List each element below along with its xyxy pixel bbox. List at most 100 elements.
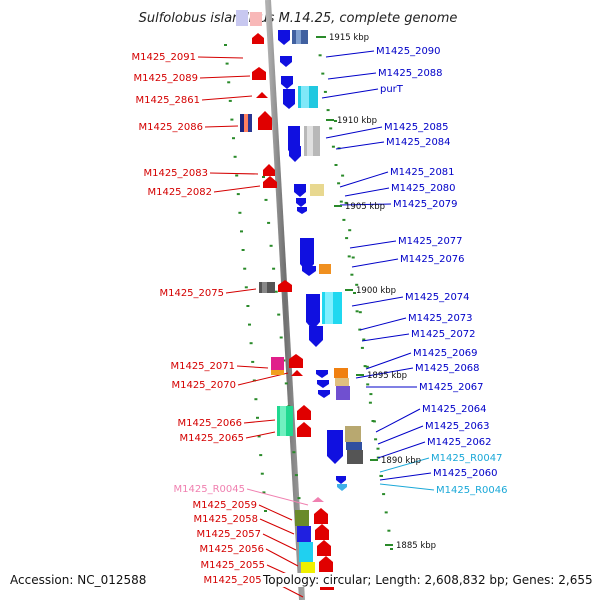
gene-label[interactable]: M1425_2055	[200, 560, 265, 571]
gene-label[interactable]: M1425_2056	[199, 544, 264, 555]
scale-dot	[225, 62, 229, 65]
scale-dot	[334, 120, 337, 122]
scale-dot	[259, 454, 263, 457]
gene-arrow	[278, 280, 292, 292]
gene-label[interactable]: purT	[380, 84, 404, 95]
gene-label[interactable]: M1425_2083	[143, 168, 208, 179]
scale-dot	[329, 127, 333, 130]
gene-block	[334, 368, 348, 378]
gene-block	[236, 10, 248, 26]
gene-arrow	[297, 207, 307, 214]
gene-label[interactable]: M1425_R0047	[431, 453, 502, 464]
gene-block	[299, 542, 313, 562]
gene-label[interactable]: M1425_2065	[179, 433, 244, 444]
scale-dot	[344, 201, 348, 204]
gene-label[interactable]: M1425_2077	[398, 236, 463, 247]
gene-label[interactable]: M1425_R0046	[436, 485, 507, 496]
gene-label[interactable]: M1425_2089	[133, 73, 198, 84]
topology-text: Topology: circular; Length: 2,608,832 bp…	[262, 573, 594, 587]
gene-label[interactable]: M1425_2075	[159, 288, 224, 299]
gene-arrow	[278, 30, 290, 45]
gene-block	[244, 114, 248, 132]
label-leader	[379, 472, 432, 481]
scale-dot	[235, 174, 239, 177]
gene-label[interactable]: M1425_2088	[378, 68, 443, 79]
scale-dot	[238, 211, 242, 214]
scale-dot	[355, 310, 359, 313]
gene-label[interactable]: M1425_2074	[405, 292, 470, 303]
gene-label[interactable]: M1425_2054	[203, 575, 268, 586]
label-leaders	[197, 50, 435, 598]
gene-label[interactable]: M1425_2085	[384, 122, 449, 133]
gene-label[interactable]: M1425_2076	[400, 254, 465, 265]
gene-arrow	[309, 326, 323, 347]
gene-block	[301, 86, 309, 108]
gene-arrow	[297, 405, 311, 420]
gene-label[interactable]: M1425_2062	[427, 437, 492, 448]
label-leader	[204, 125, 239, 128]
gene-block	[325, 292, 333, 324]
scale-dot	[260, 472, 264, 475]
scale-dot	[380, 475, 383, 477]
gene-label[interactable]: M1425_2091	[131, 52, 196, 63]
gene-label[interactable]: M1425_2060	[433, 468, 498, 479]
scale-dot	[243, 267, 247, 270]
gene-features	[236, 10, 363, 590]
scale-dot	[347, 255, 351, 258]
gene-block	[271, 370, 284, 375]
gene-arrow	[317, 540, 331, 556]
gene-label[interactable]: M1425_2067	[419, 382, 484, 393]
label-leader	[259, 518, 295, 535]
gene-label[interactable]: M1425_R0045	[174, 484, 245, 495]
gene-label[interactable]: M1425_2081	[390, 167, 455, 178]
gene-label[interactable]: M1425_2069	[413, 348, 478, 359]
gene-label[interactable]: M1425_2070	[171, 380, 236, 391]
gene-arrow	[297, 422, 311, 437]
gene-label[interactable]: M1425_2068	[415, 363, 480, 374]
gene-block	[310, 184, 324, 196]
scale-tick-label: 1890 kbp	[381, 456, 421, 466]
gene-label[interactable]: M1425_2082	[147, 187, 212, 198]
gene-label[interactable]: M1425_2064	[422, 404, 487, 415]
gene-label[interactable]: M1425_2057	[196, 529, 261, 540]
gene-label[interactable]: M1425_2071	[170, 361, 235, 372]
scale-dot	[331, 145, 335, 148]
scale-dot	[368, 401, 372, 404]
gene-label[interactable]: M1425_2072	[411, 329, 476, 340]
gene-label[interactable]: M1425_2080	[391, 183, 456, 194]
scale-tick-label: 1905 kbp	[345, 202, 385, 212]
scale-dot	[269, 244, 273, 247]
scale-dot	[249, 342, 253, 345]
gene-block	[345, 426, 361, 442]
scale-dot	[316, 36, 319, 38]
gene-label[interactable]: M1425_2063	[425, 421, 490, 432]
gene-label[interactable]: M1425_2058	[193, 514, 258, 525]
scale-dot	[227, 81, 231, 84]
gene-label[interactable]: M1425_2086	[138, 122, 203, 133]
gene-arrow	[256, 92, 268, 98]
gene-label[interactable]: M1425_2073	[408, 313, 473, 324]
scale-dot	[228, 99, 232, 102]
scale-dot	[376, 447, 380, 450]
scale-dot	[232, 137, 235, 140]
gene-arrow	[291, 370, 303, 376]
gene-label[interactable]: M1425_2059	[192, 500, 257, 511]
gene-label[interactable]: M1425_2079	[393, 199, 458, 210]
label-leader	[375, 408, 421, 433]
gene-arrow	[336, 476, 346, 484]
label-leader	[355, 367, 414, 379]
accession-text: Accession: NC_012588	[9, 573, 148, 587]
gene-label[interactable]: M1425_2066	[177, 418, 242, 429]
gene-label[interactable]: M1425_2861	[135, 95, 200, 106]
scale-dot	[334, 164, 338, 166]
gene-label[interactable]: M1425_2090	[376, 46, 441, 57]
gene-label[interactable]: M1425_2084	[386, 137, 451, 148]
scale-dot	[358, 328, 362, 331]
scale-dot	[252, 379, 256, 382]
gene-arrow	[252, 33, 264, 44]
gene-block	[280, 406, 286, 436]
gene-arrow	[317, 380, 329, 388]
label-leader	[351, 296, 404, 307]
label-leader	[365, 352, 412, 370]
